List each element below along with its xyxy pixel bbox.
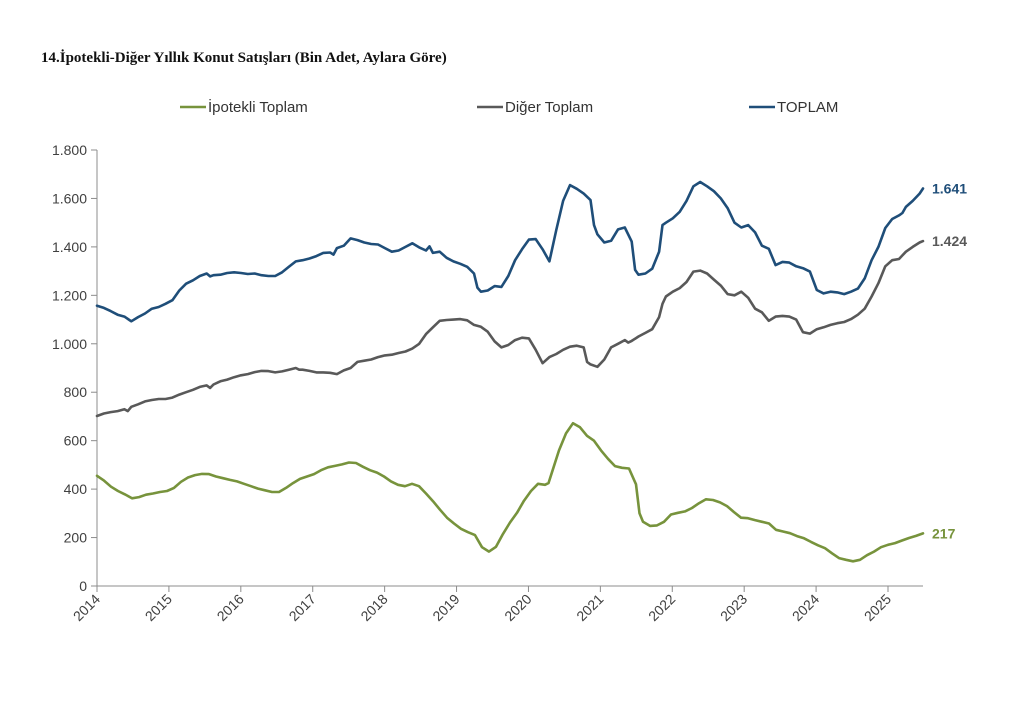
x-tick-label: 2024 [789,591,822,624]
series-line-1 [95,239,925,418]
x-tick-label: 2016 [214,591,247,624]
y-tick-label: 400 [64,481,88,497]
series-line-0 [95,421,925,563]
series-line-2 [95,180,925,323]
y-tick-label: 1.200 [52,287,87,303]
legend-label: TOPLAM [777,99,838,116]
y-tick-label: 600 [64,433,88,449]
x-tick-label: 2017 [286,591,319,624]
legend: İpotekli Toplam Diğer Toplam TOPLAM [180,98,838,116]
x-tick-label: 2015 [142,591,175,624]
x-tick-label: 2023 [717,591,750,624]
x-tick-label: 2022 [645,591,678,624]
legend-label: İpotekli Toplam [208,98,308,116]
x-tick-label: 2019 [429,591,462,624]
end-value-label: 217 [932,525,956,541]
y-tick-label: 1.000 [52,336,87,352]
end-value-label: 1.424 [932,233,967,249]
y-tick-label: 800 [64,384,88,400]
axes: 0 200 400 600 800 1.000 1.200 1.400 1.600 1.800 20… [52,142,923,624]
y-tick-label: 0 [79,578,87,594]
y-tick-label: 1.600 [52,190,87,206]
end-labels: 217 1.424 1.641 [932,181,967,542]
x-tick-label: 2020 [501,591,534,624]
end-value-label: 1.641 [932,181,967,197]
series-lines [95,180,925,563]
y-tick-label: 1.800 [52,142,87,158]
x-tick-label: 2021 [573,591,606,624]
x-tick-label: 2018 [357,591,390,624]
x-tick-label: 2014 [70,591,103,624]
x-tick-label: 2025 [861,591,894,624]
legend-label: Diğer Toplam [505,99,593,116]
chart-title: 14.İpotekli-Diğer Yıllık Konut Satışları… [41,50,447,66]
y-tick-label: 1.400 [52,239,87,255]
y-tick-label: 200 [64,530,88,546]
